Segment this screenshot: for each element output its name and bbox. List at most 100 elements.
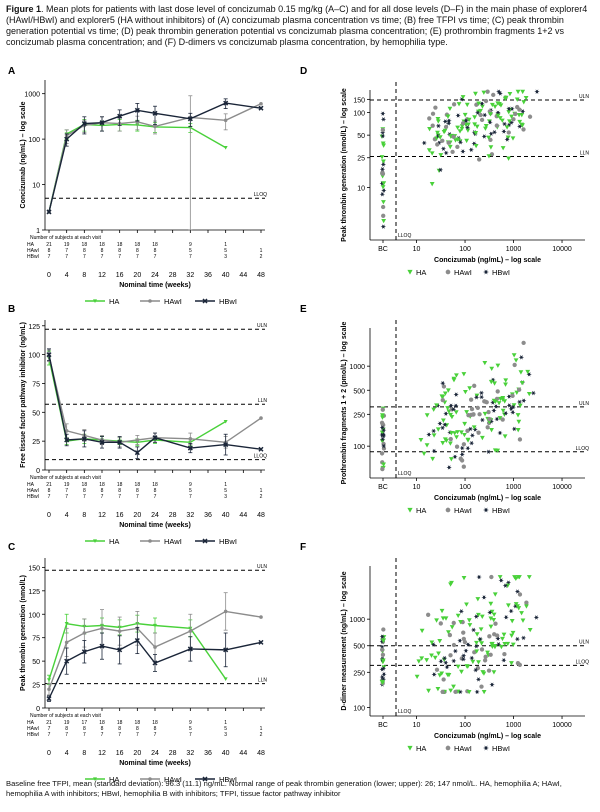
reference-line-label: LLN	[258, 678, 268, 684]
scatter-point	[525, 369, 531, 375]
subjects-count: 5	[224, 726, 227, 732]
scatter-point	[444, 664, 450, 670]
scatter-point	[461, 653, 467, 658]
y-tick-label: 0	[36, 468, 40, 475]
scatter-point	[491, 408, 497, 413]
scatter-point	[448, 441, 453, 446]
series-line	[48, 639, 262, 699]
scatter-point	[380, 666, 387, 671]
scatter-point	[381, 638, 387, 643]
scatter-point	[463, 118, 469, 124]
scatter-point	[518, 355, 525, 360]
scatter-point	[515, 604, 520, 609]
data-point	[135, 438, 140, 442]
scatter-point	[380, 185, 386, 190]
x-tick-label: BC	[378, 484, 388, 491]
subjects-count: 7	[83, 254, 86, 260]
legend-marker	[202, 298, 208, 304]
scatter-point	[483, 654, 488, 659]
scatter-point	[511, 353, 517, 358]
legend: HA HAwI HBwI	[85, 775, 237, 784]
data-point	[223, 146, 228, 150]
scatter-point	[493, 621, 498, 626]
scatter-point	[451, 658, 457, 664]
legend-marker	[445, 269, 451, 275]
scatter-point	[381, 181, 387, 186]
scatter-point	[380, 466, 385, 472]
legend-marker	[407, 507, 413, 513]
scatter-point	[451, 134, 456, 139]
subjects-count: 21	[46, 720, 52, 726]
scatter-point	[474, 640, 479, 646]
data-point	[152, 435, 158, 441]
subjects-count: 7	[65, 732, 68, 738]
subjects-count: 7	[101, 254, 104, 260]
scatter-point	[471, 141, 477, 146]
scatter-point	[478, 394, 485, 400]
y-tick-label: 50	[32, 410, 40, 417]
scatter-point	[451, 102, 457, 107]
scatter-point	[508, 608, 514, 614]
scatter-point	[491, 670, 497, 675]
scatter-point	[381, 671, 387, 677]
scatter-point	[440, 616, 446, 621]
scatter-point	[473, 667, 479, 673]
scatter-point	[473, 91, 478, 97]
scatter-point	[381, 218, 387, 224]
scatter-point	[521, 340, 526, 346]
scatter-point	[492, 592, 498, 597]
scatter-point	[434, 403, 439, 408]
legend-label: HBwI	[219, 537, 237, 546]
data-point	[82, 631, 87, 635]
subjects-count: 18	[135, 482, 141, 488]
y-tick-label: 250	[353, 670, 365, 677]
scatter-point	[503, 382, 508, 387]
data-point	[117, 113, 123, 119]
scatter-point	[439, 425, 446, 431]
scatter-point	[379, 634, 385, 639]
scatter-point	[381, 200, 386, 205]
legend-label: HA	[416, 268, 426, 277]
subjects-count: 9	[189, 242, 192, 248]
scatter-point	[489, 428, 494, 433]
y-axis-label: D-dimer measurement (ng/mL) – log scale	[341, 571, 348, 710]
subjects-count: 7	[136, 254, 139, 260]
scatter-point	[460, 121, 466, 126]
scatter-point	[476, 430, 481, 435]
x-tick-label: 0	[47, 750, 51, 757]
legend-marker	[93, 539, 97, 543]
legend-marker	[483, 745, 489, 751]
scatter-point	[430, 123, 435, 128]
scatter-point	[517, 119, 523, 125]
scatter-point	[495, 641, 502, 647]
series-ha	[47, 350, 228, 447]
scatter-point	[497, 116, 503, 121]
scatter-point	[487, 634, 492, 639]
scatter-point	[473, 143, 479, 149]
scatter-point	[476, 612, 481, 618]
scatter-point	[489, 366, 495, 372]
scatter-point	[502, 641, 508, 647]
data-point	[259, 615, 263, 619]
scatter-point	[418, 437, 424, 443]
scatter-point	[380, 162, 386, 167]
subjects-count: 5	[189, 248, 192, 254]
scatter-point	[466, 413, 471, 418]
scatter-point	[508, 120, 515, 125]
scatter-point	[516, 113, 522, 118]
data-point	[223, 118, 228, 123]
scatter-point	[476, 660, 481, 665]
data-point	[223, 100, 229, 106]
scatter-point	[431, 433, 437, 438]
scatter-point	[379, 420, 385, 425]
reference-line-label: LLOQ	[254, 454, 267, 460]
scatter-point	[508, 406, 514, 412]
scatter-point	[427, 127, 432, 132]
subjects-count: 7	[48, 732, 51, 738]
scatter-point	[440, 380, 446, 386]
subjects-count: 2	[260, 732, 263, 738]
x-tick-label: 24	[151, 750, 159, 757]
x-tick-label: 100	[459, 722, 471, 729]
subjects-row-label: HAwI	[27, 726, 39, 732]
